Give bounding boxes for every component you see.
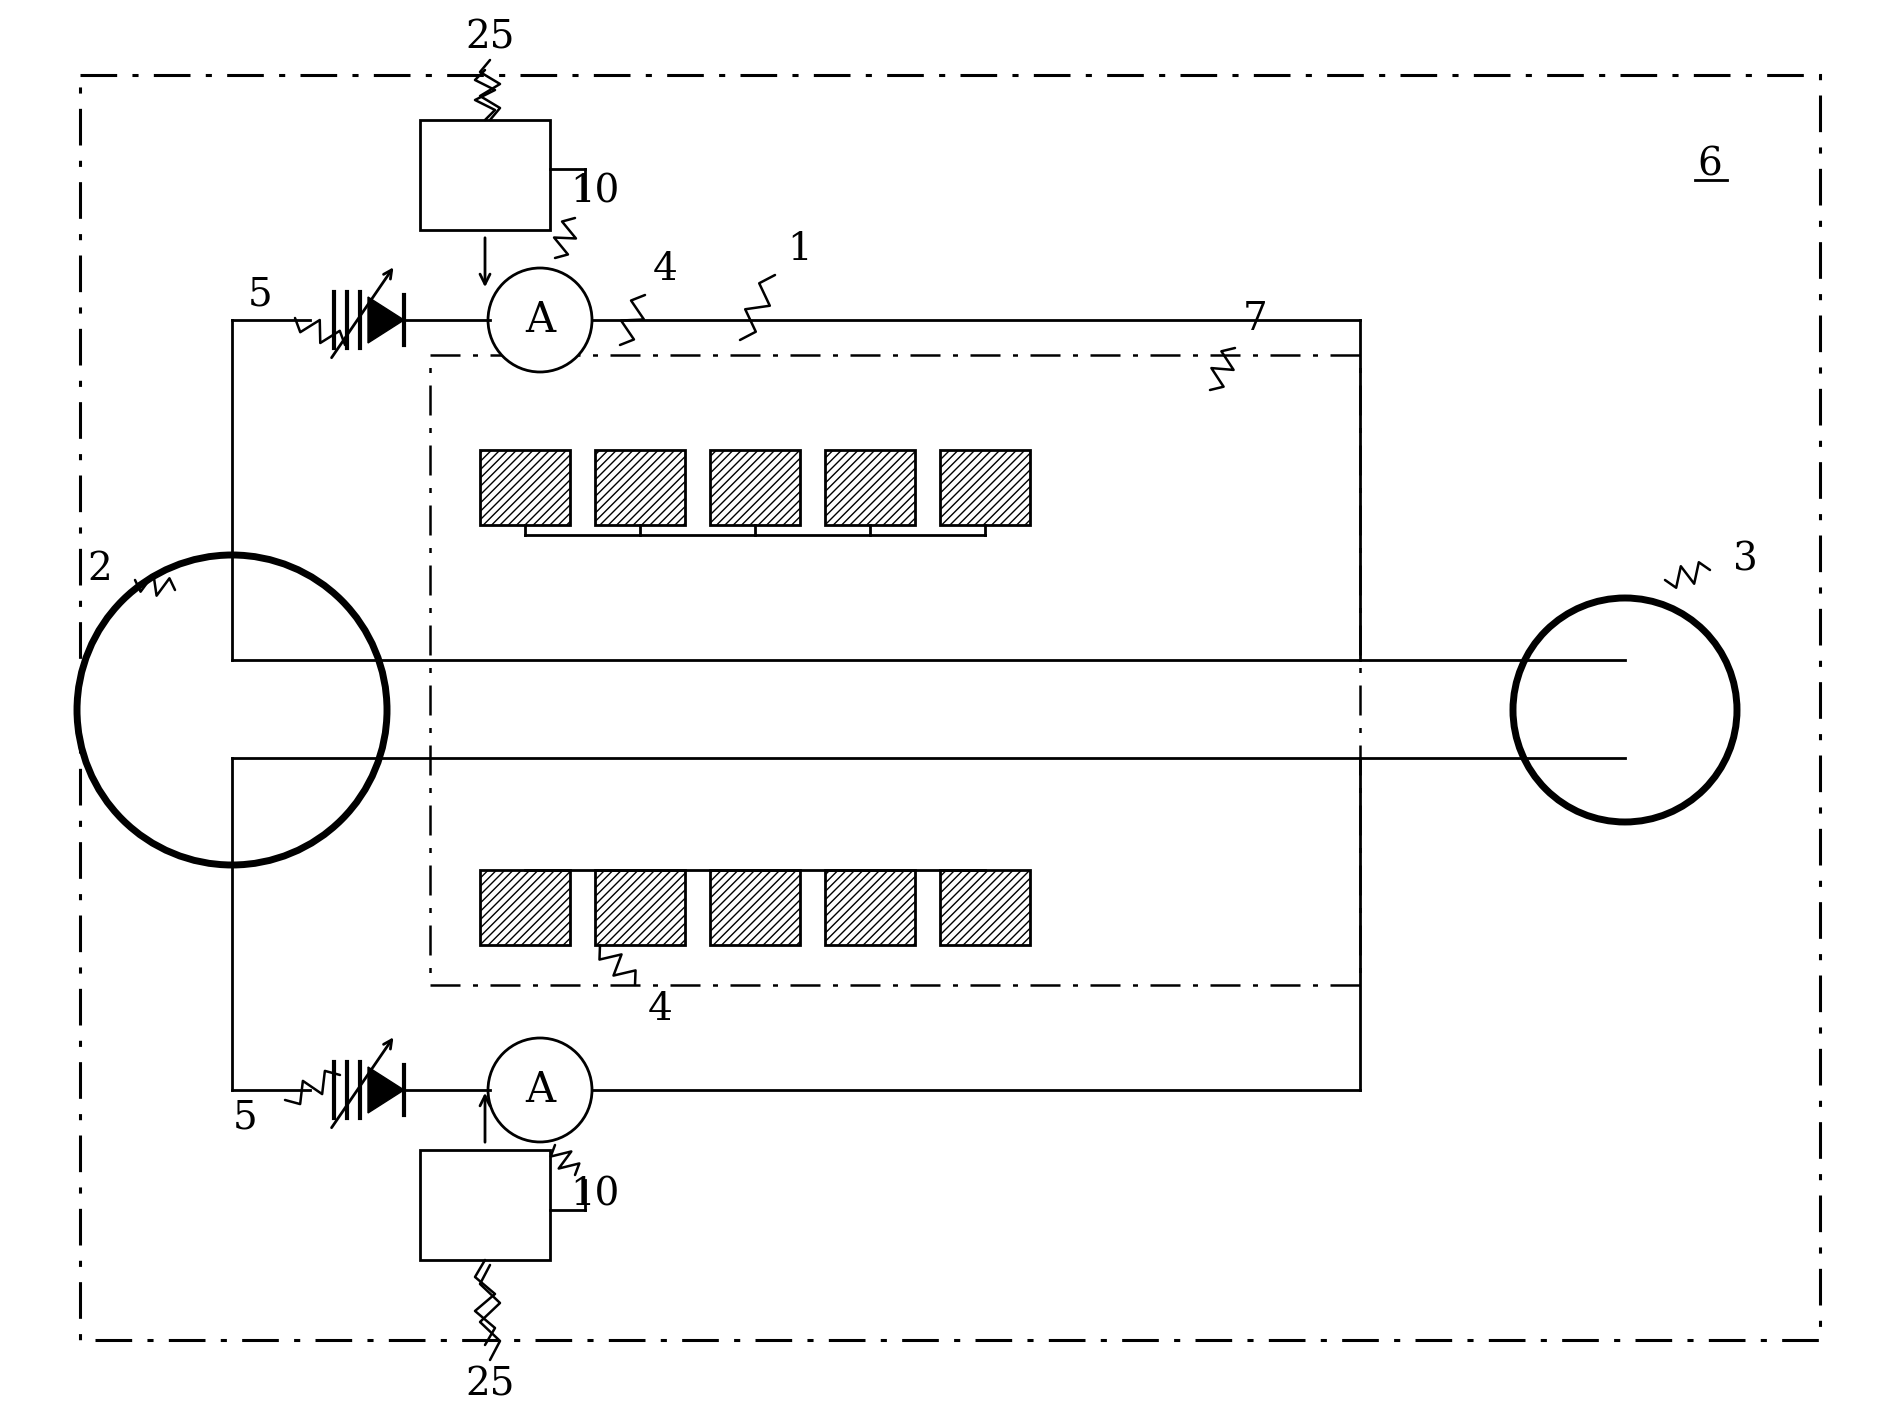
Bar <box>481 449 570 526</box>
Text: 25: 25 <box>466 20 515 56</box>
Text: 10: 10 <box>570 173 619 210</box>
Bar <box>941 449 1030 526</box>
Text: 5: 5 <box>233 1099 257 1137</box>
Bar <box>710 869 801 945</box>
Text: 6: 6 <box>1698 147 1723 183</box>
Text: 7: 7 <box>1242 302 1268 338</box>
Text: 10: 10 <box>570 1177 619 1213</box>
Text: 3: 3 <box>1732 541 1757 579</box>
Polygon shape <box>367 1067 403 1113</box>
Bar <box>594 449 685 526</box>
Bar <box>420 120 551 230</box>
Bar <box>941 869 1030 945</box>
Text: A: A <box>524 1069 555 1110</box>
Text: A: A <box>524 299 555 341</box>
Text: 2: 2 <box>87 551 112 589</box>
Text: 5: 5 <box>248 276 273 313</box>
Circle shape <box>488 1038 593 1141</box>
Text: 1: 1 <box>787 231 812 269</box>
Text: 4: 4 <box>647 992 672 1029</box>
Text: 25: 25 <box>466 1367 515 1403</box>
Bar <box>825 449 914 526</box>
Circle shape <box>488 268 593 372</box>
Bar <box>430 355 1359 985</box>
Bar <box>594 869 685 945</box>
Bar <box>481 869 570 945</box>
Bar <box>420 1150 551 1260</box>
Circle shape <box>78 555 386 865</box>
Bar <box>80 75 1819 1340</box>
Bar <box>825 869 914 945</box>
Text: 4: 4 <box>653 251 678 289</box>
Circle shape <box>1513 597 1738 821</box>
Polygon shape <box>367 297 403 342</box>
Bar <box>710 449 801 526</box>
